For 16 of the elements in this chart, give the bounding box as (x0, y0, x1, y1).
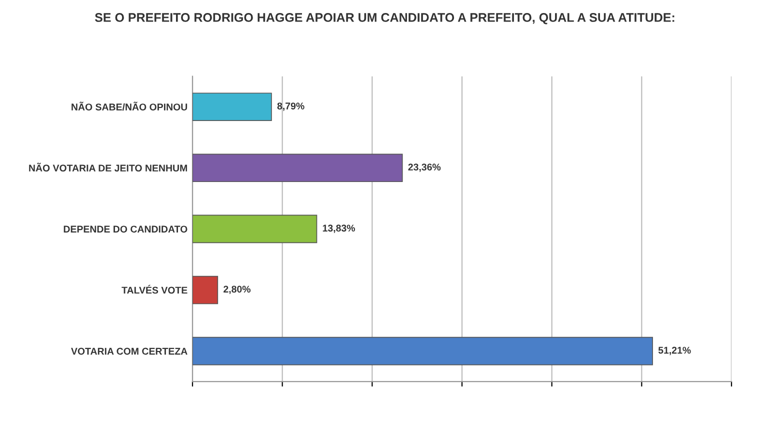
data-label: 13,83% (322, 224, 356, 233)
y-tick-label: VOTARIA COM CERTEZA (71, 348, 188, 355)
data-label: 51,21% (658, 346, 691, 356)
bar (192, 214, 318, 244)
bar (192, 154, 403, 182)
y-tick-label: DEPENDE DO CANDIDATO (64, 226, 188, 233)
data-label: 8,79% (277, 102, 304, 111)
bar (192, 336, 653, 366)
y-tick-label: TALVÉS VOTE (122, 284, 188, 294)
y-tick-label: NÃO SABE/NÃO OPINOU (72, 102, 188, 111)
data-label: 2,80% (224, 286, 251, 294)
chart-title: SE O PREFEITO RODRIGO HAGGE APOIAR UM CANDIDATO A PREFEITO, QUAL A SUA ATITUDE: (94, 13, 674, 24)
data-label: 23,36% (408, 164, 441, 172)
bar (192, 276, 218, 304)
bar (192, 92, 272, 122)
y-tick-label: NÃO VOTARIA DE JEITO NENHUM (29, 162, 187, 172)
